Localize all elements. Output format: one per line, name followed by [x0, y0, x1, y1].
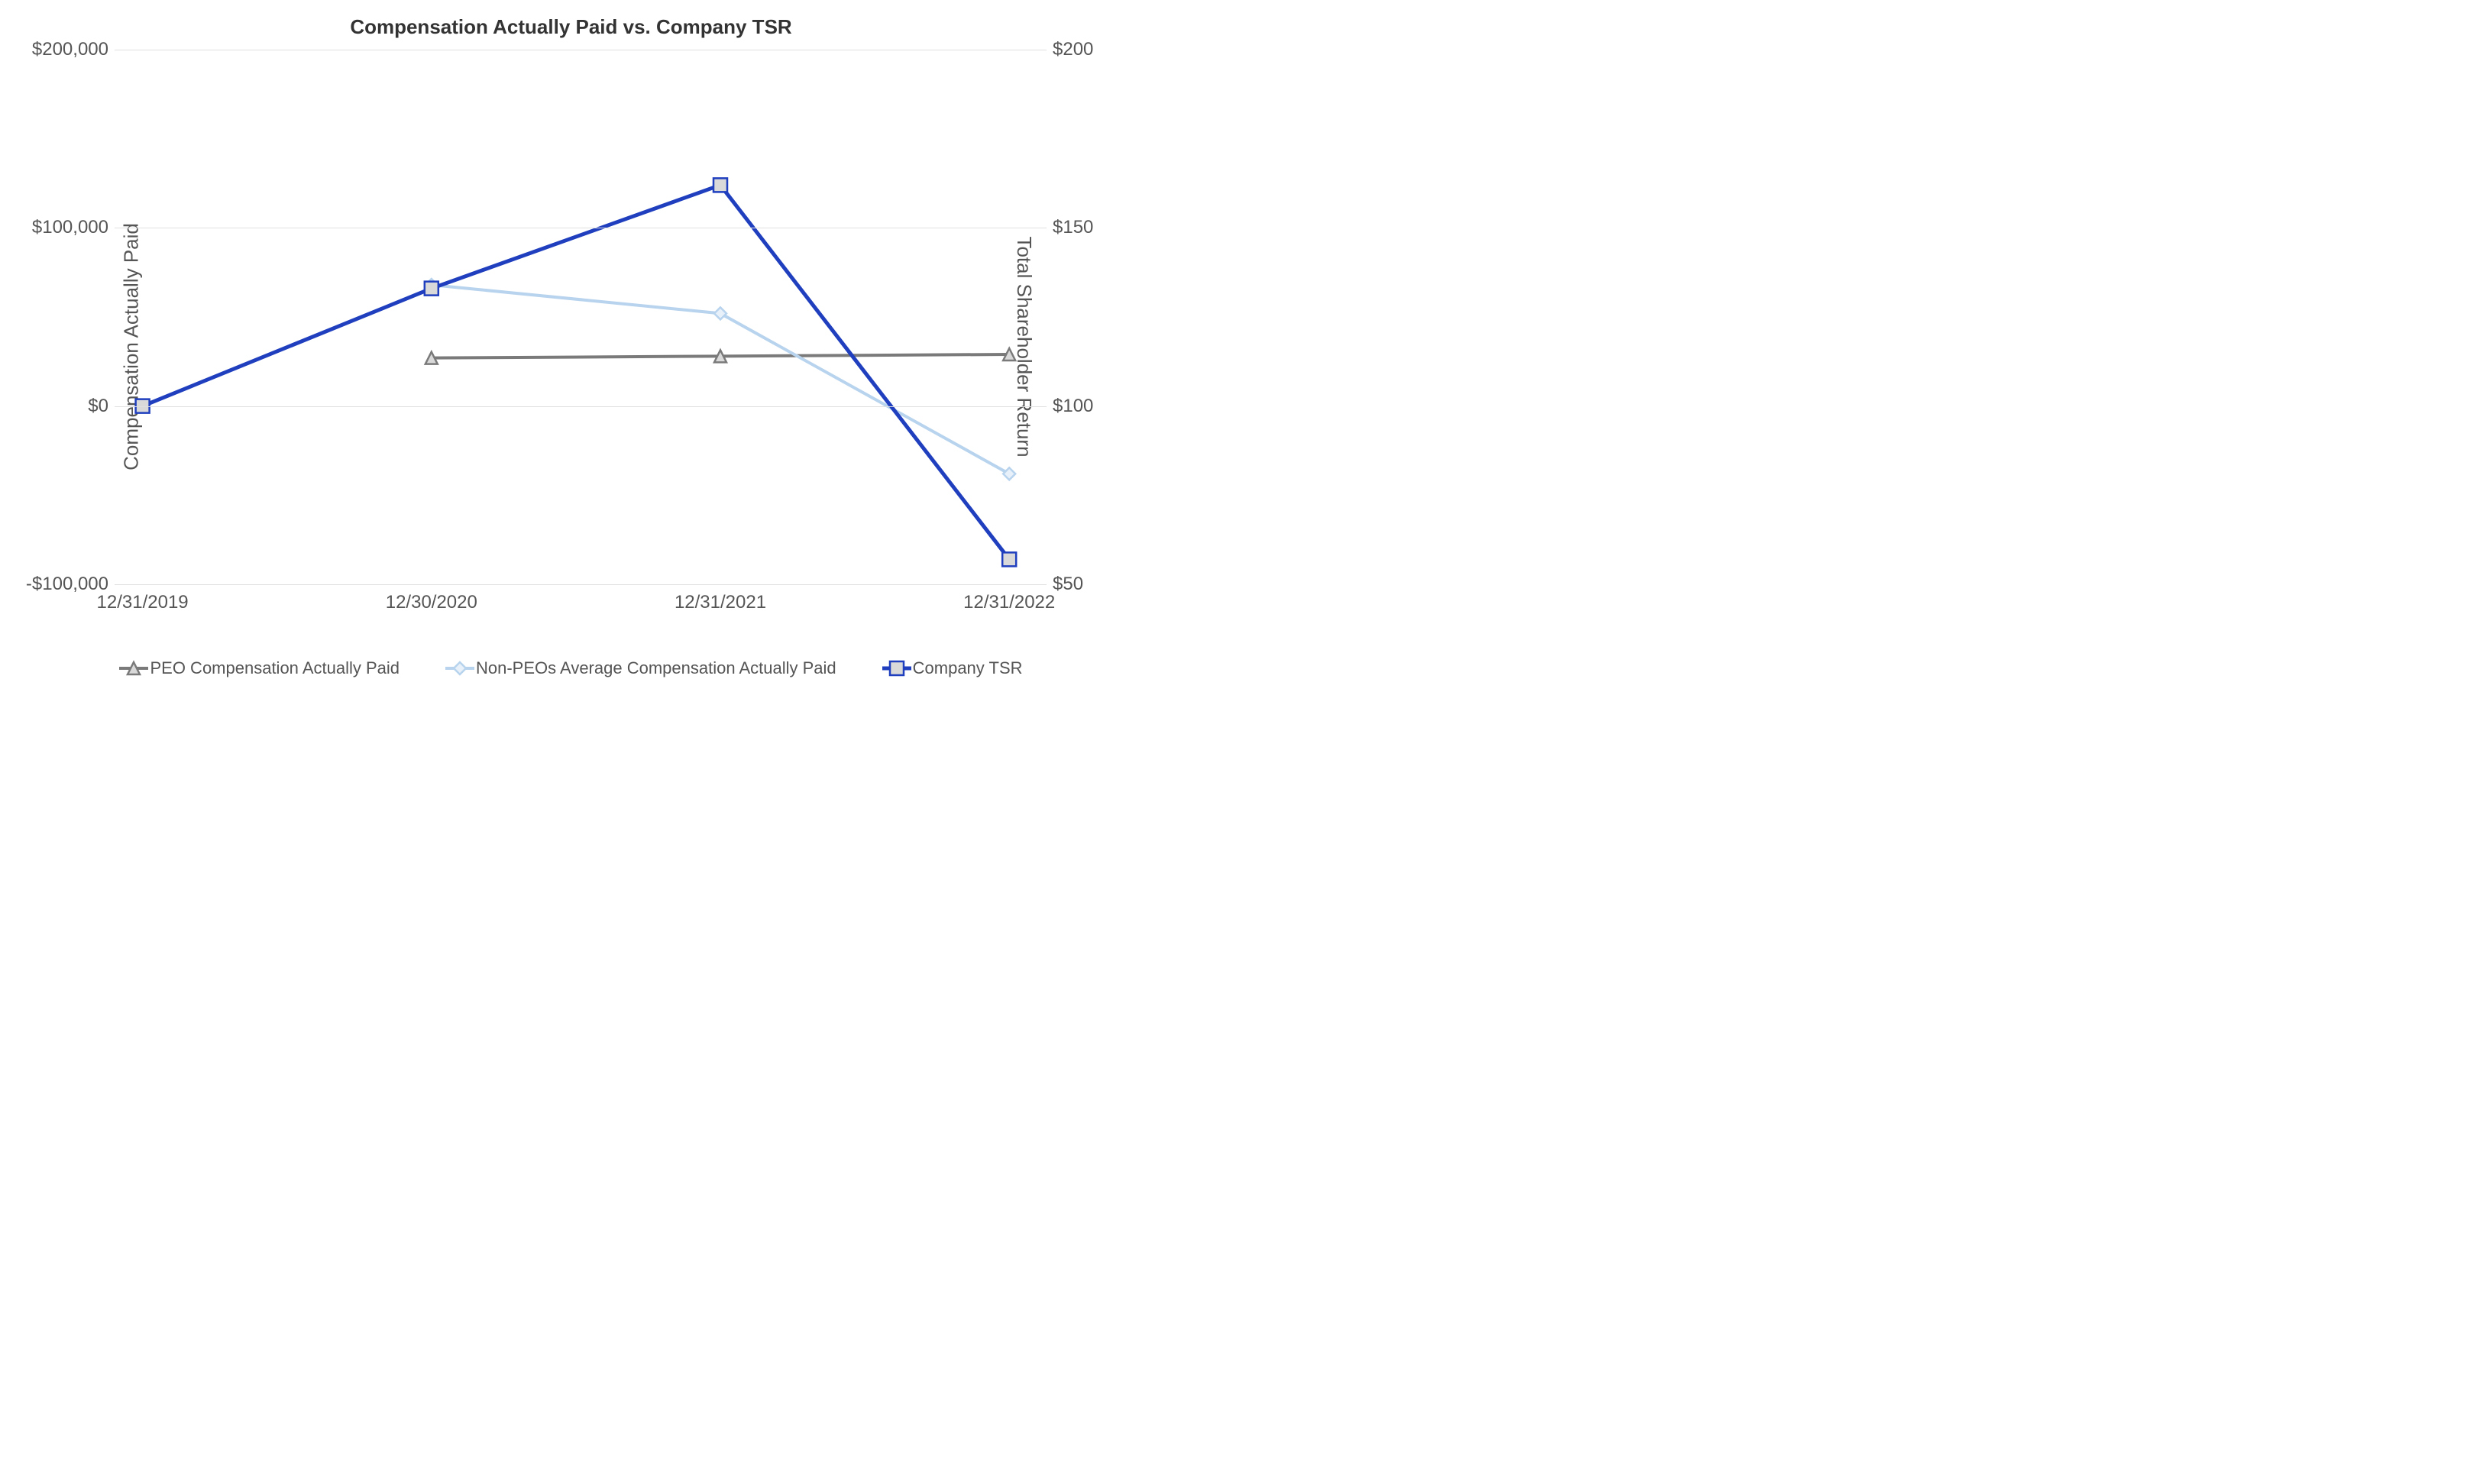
- y-left-tick: $0: [88, 396, 115, 417]
- series-marker: [425, 282, 438, 296]
- triangle-icon: [119, 660, 148, 677]
- series-line: [143, 185, 1010, 559]
- y-right-tick: $200: [1047, 39, 1093, 60]
- plot-svg: [115, 50, 1047, 584]
- x-tick: 12/31/2019: [97, 584, 189, 613]
- chart-title: Compensation Actually Paid vs. Company T…: [15, 15, 1127, 39]
- series-marker: [1002, 552, 1016, 566]
- plot-area: -$100,000$0$100,000$200,000$50$100$150$2…: [115, 50, 1047, 584]
- legend: PEO Compensation Actually Paid Non-PEOs A…: [15, 658, 1127, 678]
- legend-item: Non-PEOs Average Compensation Actually P…: [445, 658, 836, 678]
- y-right-tick: $100: [1047, 396, 1093, 417]
- square-icon: [882, 660, 911, 677]
- x-tick: 12/30/2020: [386, 584, 477, 613]
- series-marker: [713, 178, 727, 192]
- x-tick: 12/31/2022: [963, 584, 1055, 613]
- series-marker: [714, 307, 726, 319]
- legend-label: PEO Compensation Actually Paid: [150, 658, 400, 678]
- series-marker: [1003, 467, 1015, 480]
- legend-label: Non-PEOs Average Compensation Actually P…: [476, 658, 836, 678]
- chart-container: Compensation Actually Paid vs. Company T…: [15, 15, 1127, 678]
- x-tick: 12/31/2021: [675, 584, 766, 613]
- y-left-tick: $100,000: [32, 217, 115, 238]
- gridline: [115, 406, 1047, 407]
- y-right-tick: $150: [1047, 217, 1093, 238]
- legend-label: Company TSR: [913, 658, 1023, 678]
- gridline: [115, 584, 1047, 585]
- y-left-tick: $200,000: [32, 39, 115, 60]
- legend-item: Company TSR: [882, 658, 1023, 678]
- legend-item: PEO Compensation Actually Paid: [119, 658, 400, 678]
- diamond-icon: [445, 660, 474, 677]
